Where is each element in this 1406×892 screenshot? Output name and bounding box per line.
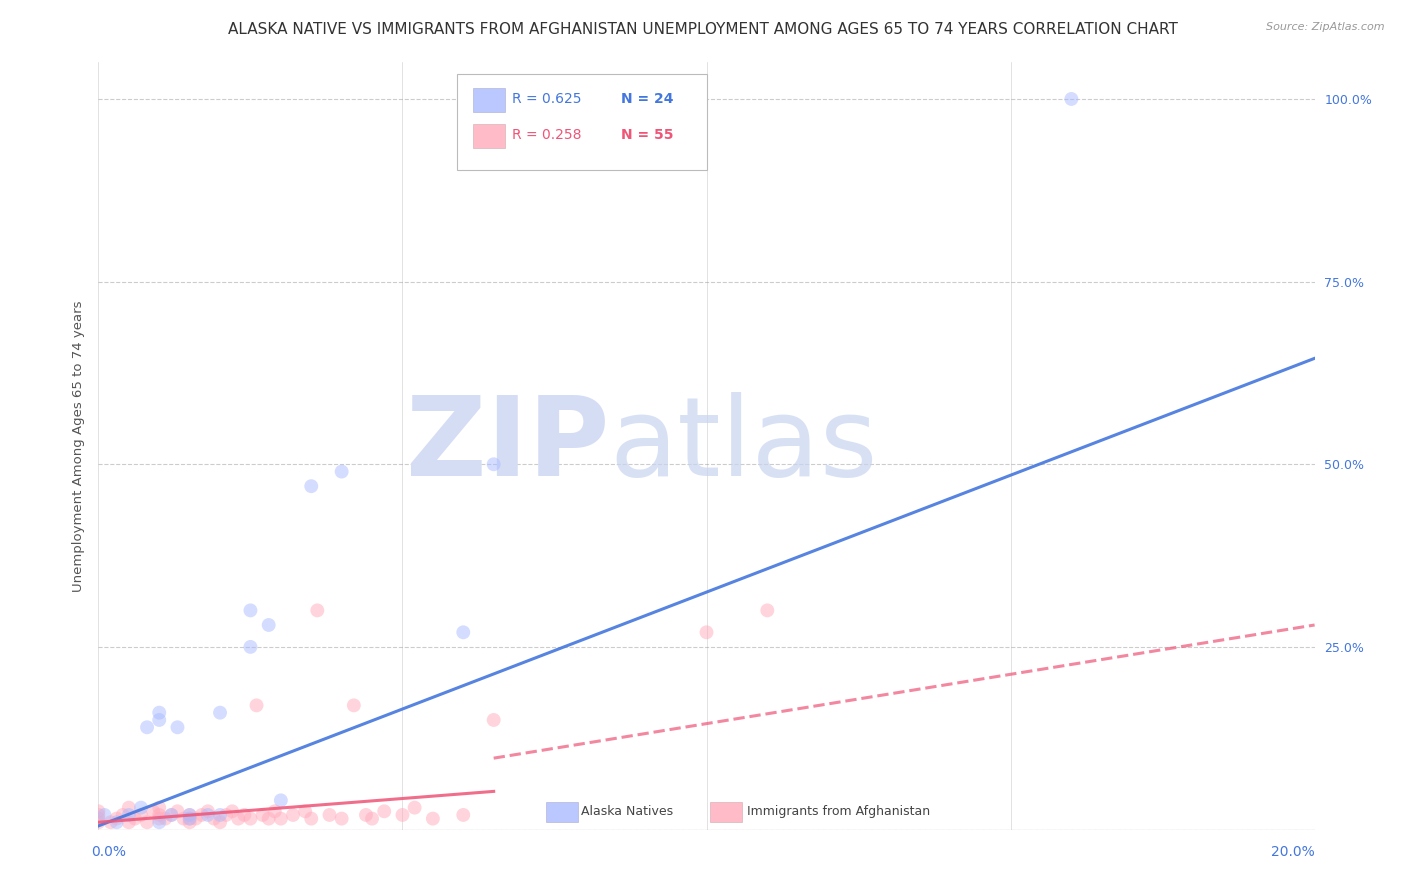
- FancyBboxPatch shape: [710, 802, 742, 822]
- Point: [166, 805, 188, 819]
- Text: atlas: atlas: [609, 392, 877, 500]
- Point: [155, 812, 177, 826]
- Point: [245, 698, 267, 713]
- Point: [136, 815, 159, 830]
- Point: [129, 808, 152, 822]
- Point: [179, 812, 201, 826]
- Point: [361, 812, 384, 826]
- Point: [696, 625, 718, 640]
- Point: [453, 625, 475, 640]
- Point: [226, 812, 249, 826]
- Y-axis label: Unemployment Among Ages 65 to 74 years: Unemployment Among Ages 65 to 74 years: [72, 301, 84, 591]
- Point: [209, 706, 232, 720]
- Point: [105, 815, 128, 830]
- Point: [482, 457, 505, 471]
- Point: [184, 812, 207, 826]
- FancyBboxPatch shape: [472, 87, 505, 112]
- Point: [179, 815, 201, 830]
- Point: [118, 815, 141, 830]
- Point: [197, 808, 219, 822]
- Point: [179, 808, 201, 822]
- Point: [129, 800, 152, 814]
- Point: [93, 808, 115, 822]
- Point: [136, 720, 159, 734]
- Point: [391, 808, 413, 822]
- Point: [215, 808, 238, 822]
- Point: [87, 815, 110, 830]
- Point: [263, 805, 285, 819]
- Text: Source: ZipAtlas.com: Source: ZipAtlas.com: [1267, 22, 1385, 32]
- Point: [209, 815, 232, 830]
- Text: N = 24: N = 24: [621, 92, 673, 106]
- Point: [105, 812, 128, 826]
- Text: 20.0%: 20.0%: [1271, 845, 1315, 859]
- Text: R = 0.258: R = 0.258: [512, 128, 582, 143]
- Point: [173, 812, 195, 826]
- Point: [299, 812, 322, 826]
- Point: [179, 808, 201, 822]
- FancyBboxPatch shape: [546, 802, 578, 822]
- Point: [233, 808, 256, 822]
- Point: [179, 812, 201, 826]
- Point: [239, 812, 262, 826]
- Point: [294, 805, 316, 819]
- Point: [148, 713, 170, 727]
- Point: [330, 812, 353, 826]
- Point: [343, 698, 366, 713]
- Point: [281, 808, 304, 822]
- Text: N = 55: N = 55: [621, 128, 673, 143]
- Point: [756, 603, 779, 617]
- Text: ZIP: ZIP: [406, 392, 609, 500]
- Point: [87, 808, 110, 822]
- Point: [118, 808, 141, 822]
- Point: [148, 808, 170, 822]
- Point: [160, 808, 183, 822]
- Point: [318, 808, 340, 822]
- Point: [87, 805, 110, 819]
- Point: [148, 706, 170, 720]
- Point: [197, 805, 219, 819]
- Point: [1060, 92, 1083, 106]
- Point: [124, 812, 146, 826]
- Point: [142, 805, 165, 819]
- Point: [148, 800, 170, 814]
- Point: [482, 713, 505, 727]
- Point: [111, 808, 134, 822]
- Point: [257, 812, 280, 826]
- Point: [257, 618, 280, 632]
- Point: [354, 808, 377, 822]
- FancyBboxPatch shape: [472, 124, 505, 148]
- Point: [453, 808, 475, 822]
- Point: [209, 808, 232, 822]
- Point: [87, 812, 110, 826]
- Point: [239, 640, 262, 654]
- Point: [160, 808, 183, 822]
- Point: [252, 808, 274, 822]
- Point: [404, 800, 426, 814]
- Point: [221, 805, 243, 819]
- Point: [270, 812, 292, 826]
- Point: [373, 805, 395, 819]
- Point: [202, 812, 225, 826]
- Point: [270, 793, 292, 807]
- Text: ALASKA NATIVE VS IMMIGRANTS FROM AFGHANISTAN UNEMPLOYMENT AMONG AGES 65 TO 74 YE: ALASKA NATIVE VS IMMIGRANTS FROM AFGHANI…: [228, 22, 1178, 37]
- Text: 0.0%: 0.0%: [91, 845, 127, 859]
- Point: [118, 800, 141, 814]
- Text: Immigrants from Afghanistan: Immigrants from Afghanistan: [747, 805, 929, 819]
- Point: [299, 479, 322, 493]
- Point: [422, 812, 444, 826]
- Point: [148, 815, 170, 830]
- Text: R = 0.625: R = 0.625: [512, 92, 582, 106]
- Point: [100, 815, 122, 830]
- Point: [148, 812, 170, 826]
- FancyBboxPatch shape: [457, 74, 707, 169]
- Point: [307, 603, 329, 617]
- Point: [330, 465, 353, 479]
- Text: Alaska Natives: Alaska Natives: [581, 805, 673, 819]
- Point: [191, 808, 214, 822]
- Point: [239, 603, 262, 617]
- Point: [166, 720, 188, 734]
